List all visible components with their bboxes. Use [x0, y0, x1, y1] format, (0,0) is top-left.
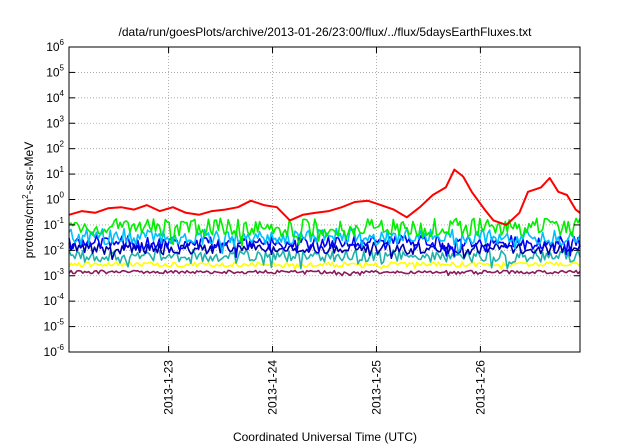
y-tick-label: 10-3 — [44, 267, 65, 283]
series-line-6 — [68, 261, 581, 270]
y-tick-label: 100 — [46, 191, 64, 207]
y-tick-label: 10-2 — [44, 241, 65, 257]
y-axis-ticks: 10-6 10-5 10-4 10-3 10-2 10-1 100 101 102 103 104 1… — [44, 38, 580, 359]
y-tick-label: 10-1 — [44, 216, 65, 232]
series-line-7 — [68, 269, 581, 277]
y-tick-label: 102 — [46, 140, 64, 156]
y-axis-label-sup: 2 — [21, 194, 30, 199]
x-axis-label: Coordinated Universal Time (UTC) — [233, 430, 417, 444]
y-tick-label: 104 — [46, 89, 64, 105]
series-line-5 — [68, 249, 581, 270]
x-tick-label: 2013-1-26 — [473, 360, 487, 415]
series-line-0 — [68, 168, 581, 226]
y-tick-label: 105 — [46, 63, 64, 79]
grid-lines — [69, 47, 580, 352]
y-tick-label: 10-5 — [44, 318, 65, 334]
chart-title: /data/run/goesPlots/archive/2013-01-26/2… — [119, 25, 533, 39]
y-axis-label-base: protons/cm — [22, 199, 36, 258]
series-line-4 — [68, 241, 581, 261]
y-tick-label: 101 — [46, 165, 64, 181]
y-tick-label: 10-4 — [44, 292, 65, 308]
y-tick-label: 106 — [46, 38, 64, 54]
y-tick-label: 103 — [46, 114, 64, 130]
x-tick-label: 2013-1-25 — [369, 360, 383, 415]
y-tick-label: 10-6 — [44, 343, 65, 359]
y-axis-label: protons/cm2-s-sr-MeV — [21, 142, 36, 258]
series-line-1 — [68, 217, 581, 247]
y-axis-label-rest: -s-sr-MeV — [22, 142, 36, 195]
x-tick-label: 2013-1-23 — [162, 360, 176, 415]
series-line-3 — [68, 234, 581, 259]
series-lines — [68, 168, 581, 277]
x-axis-ticks: 2013-1-23 2013-1-24 2013-1-25 2013-1-26 — [162, 47, 487, 415]
x-tick-label: 2013-1-24 — [266, 360, 280, 415]
series-line-2 — [68, 227, 581, 255]
